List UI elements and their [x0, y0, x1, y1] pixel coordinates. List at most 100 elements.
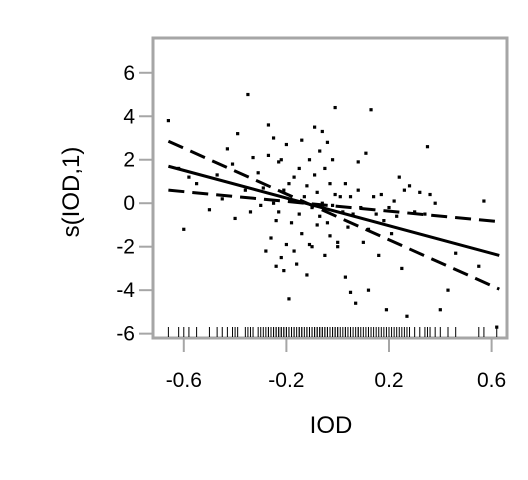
data-point — [277, 160, 281, 164]
data-point — [400, 266, 404, 271]
data-point — [428, 192, 432, 197]
data-point — [348, 195, 353, 199]
data-point — [323, 166, 327, 171]
data-point — [389, 232, 394, 236]
data-point — [277, 210, 281, 214]
data-point — [315, 223, 319, 227]
data-point — [292, 175, 296, 179]
data-point — [166, 119, 170, 123]
y-tick-label: -2 — [116, 236, 135, 259]
data-point — [266, 123, 271, 127]
data-point — [279, 255, 283, 260]
plot-border — [151, 36, 509, 340]
plot-frame — [151, 36, 509, 340]
x-tick-label: -0.6 — [166, 369, 202, 392]
data-point — [195, 182, 199, 186]
data-point — [336, 240, 340, 244]
data-point — [374, 212, 378, 216]
data-point — [274, 219, 278, 223]
data-point — [269, 236, 273, 240]
data-point — [354, 301, 358, 305]
x-tick-label: 0.6 — [477, 369, 506, 392]
data-point — [305, 273, 309, 277]
data-point — [251, 155, 255, 160]
data-point — [433, 201, 437, 205]
data-point — [287, 182, 291, 186]
data-point — [366, 288, 371, 292]
data-point — [369, 108, 373, 112]
data-point — [382, 219, 386, 223]
data-point — [495, 325, 499, 329]
data-point — [282, 269, 286, 273]
data-point — [364, 151, 368, 155]
data-point — [256, 171, 260, 175]
data-point — [320, 201, 324, 205]
data-point — [182, 227, 186, 231]
data-point — [361, 240, 365, 244]
data-point — [259, 203, 263, 207]
data-point — [313, 173, 317, 177]
data-point — [405, 314, 409, 318]
y-axis-label: s(IOD,1) — [58, 147, 85, 238]
data-point — [284, 142, 288, 147]
data-point — [336, 245, 340, 249]
data-point — [310, 245, 314, 249]
data-point — [292, 249, 296, 253]
data-point — [333, 192, 337, 197]
data-point — [387, 205, 391, 210]
data-point — [346, 225, 350, 229]
data-point — [266, 153, 271, 157]
data-point — [287, 297, 291, 301]
data-point — [377, 253, 381, 257]
data-point — [274, 264, 278, 268]
data-point — [271, 136, 276, 140]
x-axis: -0.6 -0.2 0.2 0.6 — [166, 338, 506, 392]
data-point — [236, 132, 240, 136]
data-point — [271, 201, 276, 205]
data-point — [307, 158, 312, 162]
data-point — [454, 251, 458, 255]
data-point — [318, 214, 322, 218]
data-point — [233, 216, 237, 221]
data-point — [230, 162, 235, 166]
data-point — [264, 249, 268, 253]
data-point — [302, 195, 306, 199]
data-point — [333, 105, 337, 110]
data-point — [295, 262, 299, 266]
data-point — [207, 208, 212, 212]
data-point — [351, 212, 355, 216]
data-point — [392, 199, 396, 203]
data-point — [307, 242, 312, 247]
data-point — [310, 205, 314, 210]
data-point — [300, 138, 304, 142]
y-tick-label: 6 — [123, 62, 135, 85]
confidence-band-lower — [167, 139, 500, 291]
lines — [167, 139, 500, 291]
data-point — [305, 184, 309, 188]
data-point — [297, 166, 301, 171]
data-point — [282, 188, 286, 192]
fit-line — [168, 164, 500, 257]
data-point — [395, 214, 399, 218]
data-point — [379, 192, 383, 197]
y-tick-label: -6 — [116, 323, 135, 346]
data-point — [438, 308, 442, 312]
data-point — [297, 212, 301, 216]
data-point — [315, 190, 319, 194]
data-point — [425, 145, 430, 149]
x-axis-label: IOD — [310, 412, 353, 439]
data-point — [187, 175, 191, 179]
data-point — [397, 175, 401, 179]
data-point — [313, 125, 317, 129]
data-point — [330, 203, 335, 207]
data-point — [325, 221, 330, 225]
data-point — [261, 186, 265, 190]
data-point — [300, 232, 304, 236]
data-point — [248, 210, 253, 214]
data-point — [407, 184, 412, 188]
data-point — [323, 253, 327, 257]
data-point — [418, 190, 422, 194]
data-point — [356, 160, 360, 164]
data-point — [482, 199, 486, 203]
